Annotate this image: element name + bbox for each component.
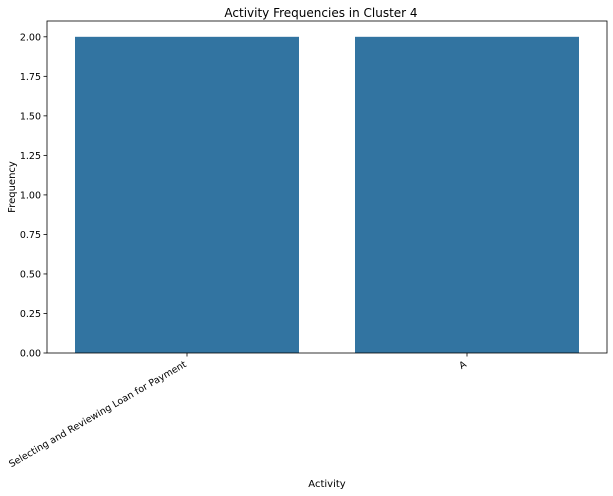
bar-0 (75, 36, 299, 354)
y-axis-ticks: 0.00 0.25 0.50 0.75 1.00 1.25 1.50 1.75 2.00 (20, 32, 47, 360)
y-tick-label: 1.50 (20, 111, 41, 122)
y-tick-label: 1.00 (20, 190, 41, 201)
y-tick-label: 0.00 (20, 349, 41, 360)
bar-1 (355, 36, 579, 354)
x-tick-label: Selecting and Reviewing Loan for Payment (7, 359, 189, 470)
plot-frame (46, 20, 608, 354)
y-axis-label: Frequency (7, 161, 18, 213)
y-tick-label: 1.75 (20, 72, 41, 83)
y-tick-label: 0.75 (20, 230, 41, 241)
x-axis-ticks: Selecting and Reviewing Loan for Payment… (7, 353, 469, 470)
y-tick-label: 0.50 (20, 269, 41, 280)
y-tick-label: 1.25 (20, 151, 41, 162)
y-tick-label: 0.25 (20, 309, 41, 320)
y-tick-label: 2.00 (20, 32, 41, 43)
x-tick-label: A (457, 359, 469, 372)
bars (75, 36, 579, 354)
x-axis-label: Activity (308, 479, 345, 490)
chart-title: Activity Frequencies in Cluster 4 (224, 6, 417, 20)
